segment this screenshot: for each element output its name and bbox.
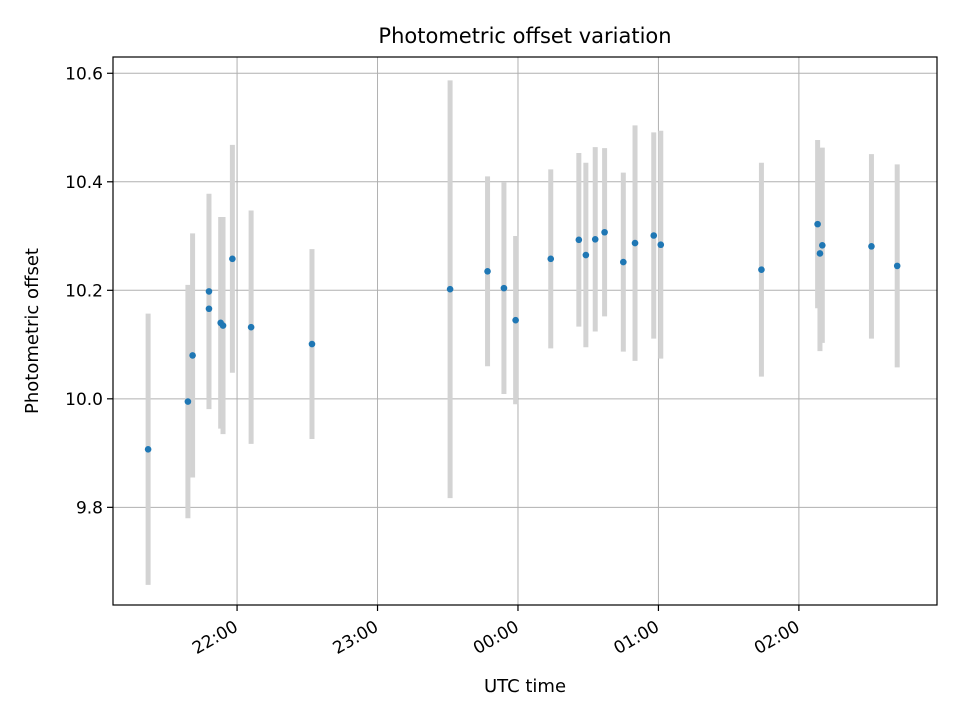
data-point (631, 239, 639, 247)
data-point (893, 262, 901, 270)
y-tick-label: 10.6 (65, 64, 103, 84)
data-point (446, 285, 454, 293)
data-point (582, 251, 590, 259)
data-point (620, 258, 627, 266)
data-point (547, 255, 555, 263)
data-point (484, 268, 491, 275)
y-tick-label: 10.4 (65, 173, 103, 193)
data-point (229, 255, 236, 263)
data-point (758, 266, 765, 273)
data-point (205, 288, 213, 295)
data-point (818, 241, 826, 249)
data-point (247, 323, 255, 331)
y-axis-label: Photometric offset (22, 248, 43, 414)
x-axis-label: UTC time (484, 676, 566, 697)
y-tick-label: 10.0 (65, 390, 103, 410)
y-axis: 9.8 10.0 10.2 10.4 10.6 (65, 64, 113, 518)
data-point (144, 445, 152, 453)
chart-title: Photometric offset variation (378, 24, 671, 48)
data-point (205, 305, 213, 313)
data-point (500, 284, 508, 292)
data-points (144, 220, 901, 453)
data-point (189, 352, 196, 359)
data-point (868, 243, 875, 250)
data-point (591, 236, 599, 243)
plot-area-frame (112, 56, 938, 606)
y-tick-label: 9.8 (76, 498, 103, 518)
data-point (650, 232, 658, 239)
data-point (814, 220, 821, 228)
data-point (308, 340, 316, 348)
data-point (219, 322, 227, 329)
data-point (657, 241, 665, 249)
data-point (601, 228, 608, 236)
data-point (816, 250, 824, 257)
data-point (512, 316, 519, 324)
data-point (184, 398, 192, 405)
data-point (575, 236, 583, 244)
y-tick-label: 10.2 (65, 281, 103, 301)
